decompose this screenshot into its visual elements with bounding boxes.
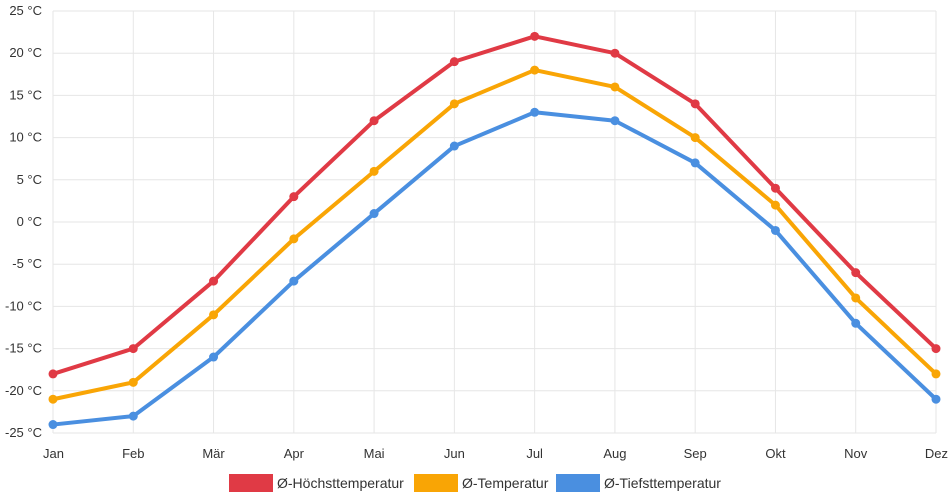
legend-item[interactable]: Ø-Höchsttemperatur xyxy=(229,474,404,492)
series xyxy=(48,107,941,430)
x-tick-label: Sep xyxy=(684,446,707,461)
y-tick-label: -10 °C xyxy=(5,298,42,313)
y-tick-label: 25 °C xyxy=(9,3,42,18)
x-tick-label: Jun xyxy=(444,446,465,461)
data-point[interactable] xyxy=(209,276,219,286)
data-point[interactable] xyxy=(770,200,780,210)
legend-item[interactable]: Ø-Temperatur xyxy=(414,474,549,492)
data-point[interactable] xyxy=(610,82,620,92)
y-tick-label: -25 °C xyxy=(5,425,42,440)
data-point[interactable] xyxy=(530,65,540,75)
x-tick-label: Apr xyxy=(284,446,305,461)
series-line xyxy=(51,110,938,427)
data-point[interactable] xyxy=(610,116,620,126)
data-point[interactable] xyxy=(449,57,459,67)
y-axis-ticks: 25 °C 20 °C 15 °C 10 °C 5 °C 0 °C -5 °C -10 °C -… xyxy=(5,3,42,440)
data-point[interactable] xyxy=(128,377,138,387)
data-point[interactable] xyxy=(369,166,379,176)
data-point[interactable] xyxy=(48,394,58,404)
data-point[interactable] xyxy=(289,192,299,202)
data-point[interactable] xyxy=(530,107,540,117)
x-tick-label: Aug xyxy=(603,446,626,461)
x-tick-label: Dez xyxy=(925,446,948,461)
x-tick-label: Jul xyxy=(526,446,543,461)
series xyxy=(48,31,941,379)
y-tick-label: -5 °C xyxy=(12,256,42,271)
data-point[interactable] xyxy=(128,411,138,421)
series-line xyxy=(51,34,938,376)
data-point[interactable] xyxy=(931,344,941,354)
legend-item[interactable]: Ø-Tiefsttemperatur xyxy=(556,474,721,492)
data-point[interactable] xyxy=(449,99,459,109)
data-point[interactable] xyxy=(209,310,219,320)
y-tick-label: -15 °C xyxy=(5,341,42,356)
legend-label: Ø-Höchsttemperatur xyxy=(277,475,404,491)
data-point[interactable] xyxy=(690,158,700,168)
x-tick-label: Mai xyxy=(364,446,385,461)
y-tick-label: -20 °C xyxy=(5,383,42,398)
y-tick-label: 15 °C xyxy=(9,87,42,102)
legend-label: Ø-Tiefsttemperatur xyxy=(604,475,721,491)
legend-swatch xyxy=(556,474,600,492)
data-point[interactable] xyxy=(851,293,861,303)
data-point[interactable] xyxy=(690,99,700,109)
x-tick-label: Jan xyxy=(43,446,64,461)
y-tick-label: 0 °C xyxy=(17,214,42,229)
grid xyxy=(52,10,937,434)
x-tick-label: Feb xyxy=(122,446,144,461)
legend-swatch xyxy=(414,474,458,492)
data-point[interactable] xyxy=(449,141,459,151)
data-point[interactable] xyxy=(530,31,540,41)
legend-swatch xyxy=(229,474,273,492)
data-point[interactable] xyxy=(690,133,700,143)
data-point[interactable] xyxy=(48,420,58,430)
series-lines xyxy=(48,31,941,430)
data-point[interactable] xyxy=(48,369,58,379)
data-point[interactable] xyxy=(851,268,861,278)
data-point[interactable] xyxy=(851,318,861,328)
data-point[interactable] xyxy=(209,352,219,362)
data-point[interactable] xyxy=(770,183,780,193)
x-tick-label: Okt xyxy=(765,446,786,461)
x-axis-ticks: Jan Feb Mär Apr Mai Jun Jul Aug Sep Okt Nov Dez xyxy=(43,446,948,461)
data-point[interactable] xyxy=(770,225,780,235)
legend-label: Ø-Temperatur xyxy=(462,475,549,491)
data-point[interactable] xyxy=(610,48,620,58)
legend: Ø-Höchsttemperatur Ø-Temperatur Ø-Tiefstte… xyxy=(229,474,721,492)
data-point[interactable] xyxy=(128,344,138,354)
y-tick-label: 10 °C xyxy=(9,130,42,145)
data-point[interactable] xyxy=(369,209,379,219)
y-tick-label: 5 °C xyxy=(17,172,42,187)
data-point[interactable] xyxy=(369,116,379,126)
x-tick-label: Nov xyxy=(844,446,868,461)
series xyxy=(48,65,941,404)
y-tick-label: 20 °C xyxy=(9,45,42,60)
data-point[interactable] xyxy=(931,394,941,404)
series-line xyxy=(51,68,938,402)
data-point[interactable] xyxy=(289,276,299,286)
data-point[interactable] xyxy=(931,369,941,379)
data-point[interactable] xyxy=(289,234,299,244)
x-tick-label: Mär xyxy=(202,446,225,461)
